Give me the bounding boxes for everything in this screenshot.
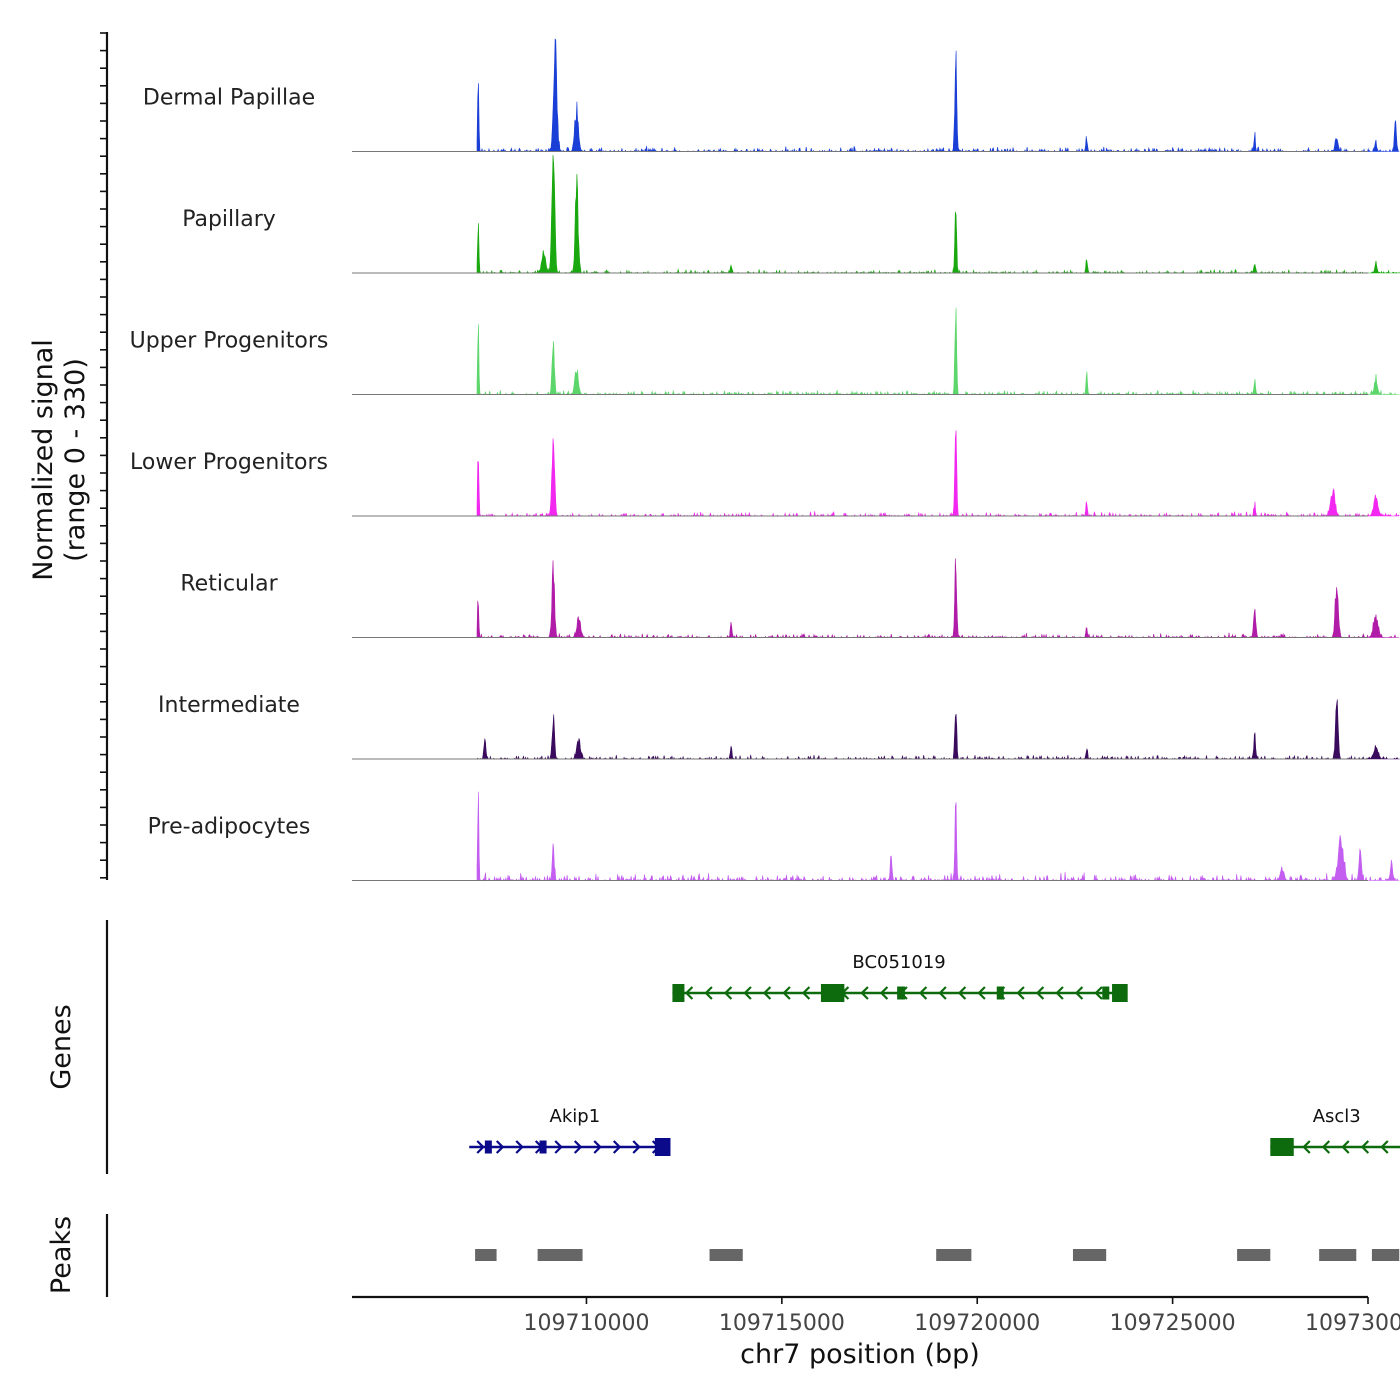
coverage-tracks: Dermal Papillae Papillary Upper Progenitor… [130,38,1400,882]
track-lower-progenitors: Lower Progenitors [130,430,1400,518]
track-upper-progenitors: Upper Progenitors [130,307,1400,396]
coverage-area [476,791,1400,882]
track-dermal-papillae: Dermal Papillae [143,38,1400,153]
gene-exon [539,1140,547,1154]
gene-exon [820,984,845,1002]
coverage-area [476,699,1400,761]
genes-axis-title: Genes [46,1004,77,1089]
strand-chevron [612,1140,622,1154]
peak-track [475,1249,1400,1261]
coverage-area [476,307,1400,396]
strand-chevron [1016,986,1025,1000]
strand-chevron [957,986,967,1000]
gene-exon [672,984,685,1002]
gene-exon [1112,984,1128,1002]
x-axis-title: chr7 position (bp) [740,1339,980,1370]
strand-chevron [977,986,986,1000]
gene-bc051019: BC051019 [672,952,1128,1002]
strand-chevron [573,1140,583,1154]
track-label: Lower Progenitors [130,450,328,475]
strand-chevron [879,986,889,1000]
strand-chevron [1341,1140,1350,1154]
peak-region [537,1249,583,1261]
axes: 109710000 109715000 109720000 109725000 1097… [100,32,1400,1336]
coverage-area [476,38,1400,153]
gene-exon [654,1138,671,1156]
strand-chevron [704,986,713,1000]
track-label: Upper Progenitors [130,329,329,354]
peak-region [1072,1249,1107,1261]
track-label: Pre-adipocytes [148,815,311,840]
track-intermediate: Intermediate [158,693,1400,761]
gene-label: Ascl3 [1313,1106,1361,1127]
gene-exon [996,986,1004,1000]
gene-exon [1102,986,1110,1000]
y-axis-title-line1: Normalized signal [28,339,59,581]
strand-chevron [1302,1140,1311,1154]
track-papillary: Papillary [182,154,1400,275]
strand-chevron [860,986,869,1000]
strand-chevron [632,1140,641,1154]
strand-chevron [782,986,791,1000]
peak-region [475,1249,497,1261]
track-label: Papillary [182,207,276,232]
strand-chevron [762,986,772,1000]
track-pre-adipocytes: Pre-adipocytes [148,791,1400,882]
strand-chevron [801,986,811,1000]
strand-chevron [1055,986,1064,1000]
strand-chevron [515,1140,524,1154]
strand-chevron [495,1140,505,1154]
gene-label: Akip1 [550,1106,601,1127]
strand-chevron [554,1140,563,1154]
strand-chevron [743,986,752,1000]
strand-chevron [1094,986,1103,1000]
strand-chevron [593,1140,602,1154]
coverage-area [476,558,1400,639]
track-label: Intermediate [158,693,300,718]
strand-chevron [1380,1140,1389,1154]
x-tick-label: 109725000 [1110,1311,1236,1336]
peak-region [1237,1249,1271,1261]
peaks-axis-title: Peaks [46,1216,77,1294]
gene-akip1: Akip1 [469,1106,671,1156]
strand-chevron [1321,1140,1331,1154]
peak-region [936,1249,972,1261]
gene-ascl3: Ascl3 [1270,1106,1400,1156]
coverage-area [476,154,1400,275]
x-tick-label: 109720000 [914,1311,1040,1336]
strand-chevron [1035,986,1045,1000]
track-label: Dermal Papillae [143,86,315,111]
coverage-area [476,430,1400,518]
peak-region [1319,1249,1357,1261]
strand-chevron [938,986,947,1000]
gene-annotation-track: BC051019 Akip1 Ascl3 [469,952,1400,1156]
strand-chevron [476,1140,485,1154]
strand-chevron [1360,1140,1370,1154]
strand-chevron [1074,986,1084,1000]
x-tick-label: 109710000 [523,1311,649,1336]
gene-exon [484,1140,492,1154]
y-axis-title-line2: (range 0 - 330) [60,358,91,562]
gene-label: BC051019 [852,952,945,973]
gene-exon [1270,1138,1294,1156]
strand-chevron [723,986,733,1000]
strand-chevron [918,986,928,1000]
strand-chevron [684,986,694,1000]
peak-region [709,1249,743,1261]
x-tick-label: 109730000 [1305,1311,1400,1336]
x-tick-label: 109715000 [719,1311,845,1336]
track-label: Reticular [180,572,278,597]
track-reticular: Reticular [180,558,1400,639]
gene-exon [897,986,905,1000]
peak-region [1371,1249,1400,1261]
